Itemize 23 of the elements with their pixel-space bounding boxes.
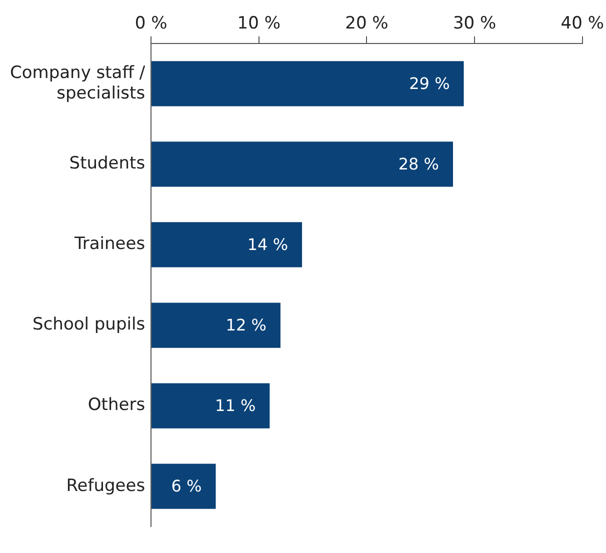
x-tick-label: 40 %: [560, 14, 604, 34]
bar: [152, 222, 302, 268]
x-tick-label: 10 %: [237, 14, 280, 34]
x-tick-label: 30 %: [452, 14, 496, 34]
data-label: 6 %: [171, 476, 202, 496]
y-tick-label: Refugees: [66, 476, 146, 496]
data-label: 28 %: [398, 154, 439, 174]
data-label: 14 %: [247, 234, 288, 254]
data-label: 29 %: [409, 74, 450, 93]
data-label: 11 %: [215, 396, 256, 415]
y-tick-label: Trainees: [73, 234, 146, 254]
bar: [152, 464, 216, 509]
data-label: 12 %: [226, 315, 266, 334]
bar: [152, 383, 270, 428]
y-tick-label: Company staff / specialists: [10, 62, 146, 104]
y-tick-label: School pupils: [32, 314, 146, 335]
y-tick-label: Others: [88, 395, 146, 416]
bar: [152, 61, 464, 106]
x-tick-label: 20 %: [345, 14, 388, 34]
y-tick-label: Students: [69, 154, 146, 174]
bar: [152, 142, 454, 187]
x-tick-label: 0 %: [134, 14, 168, 34]
bar: [152, 302, 280, 348]
